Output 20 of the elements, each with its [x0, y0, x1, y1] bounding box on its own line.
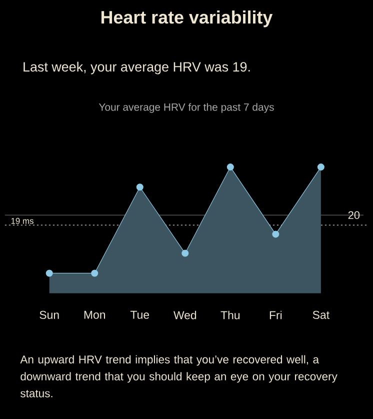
point [136, 184, 144, 191]
text: Your average HRV for the past 7 days [98, 103, 274, 113]
x-tick-label: Thu [220, 310, 240, 320]
chart-title: Heart rate variability [101, 10, 273, 28]
x-tick-label: Tue [130, 310, 150, 319]
x-tick-label: Sun [40, 310, 59, 319]
point [317, 164, 324, 171]
point [182, 250, 189, 257]
point [226, 164, 234, 171]
text: An upward HRV trend implies that you’ve recovered well, a downward trend that you should keep an eye on your recovery status. [20, 355, 338, 398]
annotation: 19 ms [11, 218, 34, 224]
point [91, 270, 98, 277]
chart-subtitle: Last week, your average HRV was 19. [24, 62, 250, 74]
point [272, 230, 280, 238]
x-tick-label: Fri [270, 310, 282, 320]
x-tick-label: Sat [312, 310, 330, 319]
x-tick-label: Wed [174, 310, 196, 320]
x-tick-label: Mon [84, 310, 106, 319]
annotation: 20 [348, 211, 360, 220]
point [46, 270, 53, 277]
